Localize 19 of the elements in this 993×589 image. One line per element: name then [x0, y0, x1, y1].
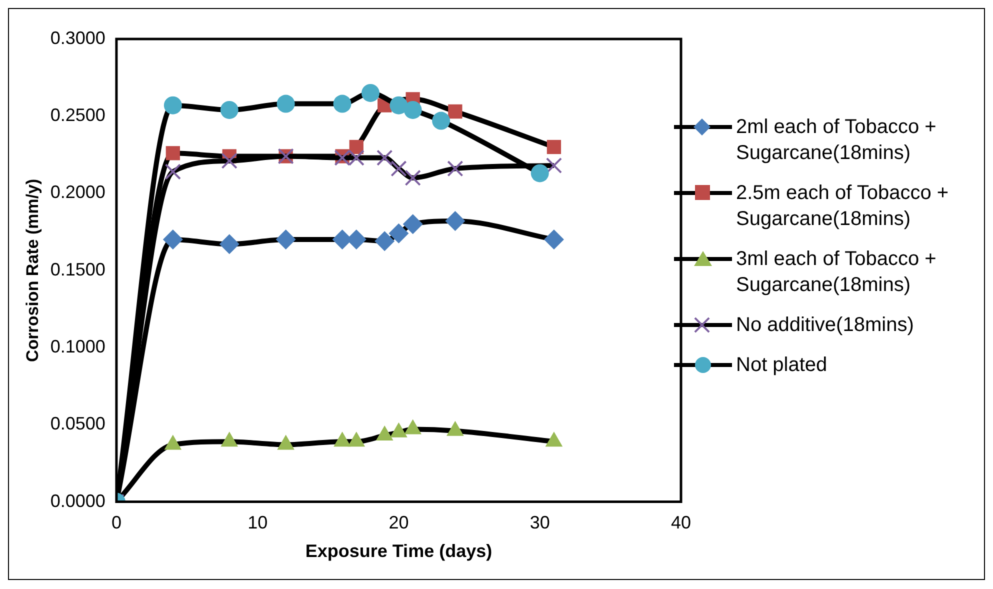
y-axis-title: Corrosion Rate (mm/y) [22, 178, 42, 362]
y-tick-label: 0.2000 [50, 182, 106, 202]
x-axis-title: Exposure Time (days) [305, 541, 492, 562]
x-tick-label: 10 [248, 512, 268, 533]
y-tick-label: 0.2500 [50, 105, 106, 126]
legend-label: No additive(18mins) [736, 313, 914, 338]
x-tick-label: 30 [530, 512, 550, 533]
y-tick-label: 0.3000 [50, 28, 106, 48]
x-tick-label: 0 [111, 512, 122, 533]
legend-label: Not plated [736, 353, 828, 378]
legend-label: 2.5m each of Tobacco + Sugarcane(18mins) [736, 181, 950, 232]
y-tick-label: 0.0500 [50, 414, 106, 434]
x-tick-label: 20 [388, 512, 409, 533]
y-tick-label: 0.1000 [50, 336, 106, 356]
legend-label: 2ml each of Tobacco + Sugarcane(18mins) [736, 115, 938, 166]
y-tick-label: 0.0000 [50, 490, 106, 511]
legend-label: 3ml each of Tobacco + Sugarcane(18mins) [736, 247, 938, 298]
x-tick-label: 40 [670, 512, 692, 533]
y-tick-label: 0.1500 [50, 259, 106, 280]
